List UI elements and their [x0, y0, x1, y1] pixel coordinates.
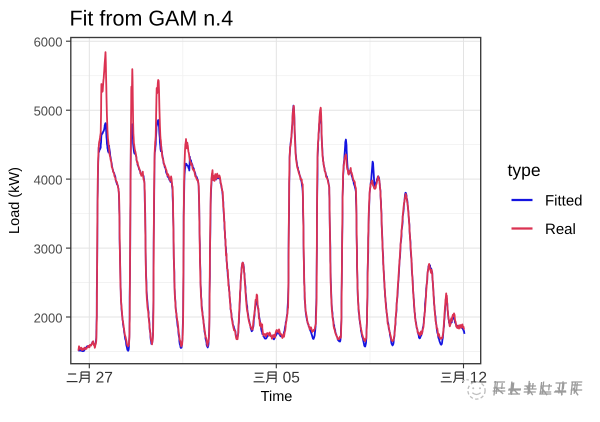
svg-text:4000: 4000 — [34, 172, 63, 187]
svg-text:Time: Time — [261, 389, 293, 405]
svg-text:2000: 2000 — [34, 310, 63, 325]
svg-text:type: type — [508, 160, 541, 180]
svg-text:Fitted: Fitted — [545, 192, 583, 209]
svg-text:12: 12 — [470, 369, 487, 386]
svg-text:6000: 6000 — [34, 35, 63, 50]
svg-text:5000: 5000 — [34, 104, 63, 119]
svg-text:Load (kW): Load (kW) — [7, 167, 23, 234]
svg-text:3000: 3000 — [34, 241, 63, 256]
svg-text:05: 05 — [283, 369, 300, 386]
svg-text:27: 27 — [96, 369, 113, 386]
svg-text:Fit from GAM n.4: Fit from GAM n.4 — [70, 6, 234, 30]
svg-text:Real: Real — [545, 221, 576, 238]
